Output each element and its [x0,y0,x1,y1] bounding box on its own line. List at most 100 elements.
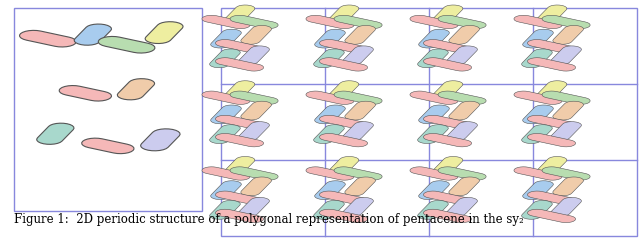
Polygon shape [523,105,554,124]
Polygon shape [36,123,74,144]
Polygon shape [514,91,562,104]
Polygon shape [522,125,552,144]
Polygon shape [315,181,346,200]
Polygon shape [343,198,373,216]
Polygon shape [418,49,448,68]
Polygon shape [447,122,477,140]
Bar [221,8,637,236]
Polygon shape [523,181,554,200]
Polygon shape [527,191,575,204]
Polygon shape [230,15,278,29]
Polygon shape [424,134,472,147]
Bar [14,8,202,211]
Polygon shape [438,167,486,180]
Polygon shape [241,177,271,196]
Polygon shape [424,40,472,53]
Polygon shape [447,198,477,216]
Polygon shape [418,125,448,144]
Polygon shape [551,198,581,216]
Polygon shape [319,115,367,129]
Polygon shape [319,58,367,71]
Polygon shape [542,167,590,180]
Polygon shape [410,91,458,104]
Polygon shape [432,157,463,175]
Polygon shape [99,36,155,53]
Polygon shape [419,105,449,124]
Polygon shape [202,91,250,104]
Polygon shape [314,200,344,219]
Polygon shape [314,49,344,68]
Polygon shape [224,157,255,175]
Polygon shape [211,181,241,200]
Polygon shape [536,5,567,24]
Polygon shape [523,29,554,48]
Polygon shape [202,167,250,180]
Polygon shape [306,15,354,29]
Polygon shape [527,40,575,53]
Polygon shape [345,177,376,196]
Polygon shape [319,209,367,223]
Polygon shape [345,25,376,44]
Polygon shape [449,101,479,120]
Polygon shape [551,46,581,65]
Polygon shape [60,85,111,101]
Polygon shape [424,115,472,129]
Polygon shape [216,58,264,71]
Polygon shape [210,125,240,144]
Polygon shape [527,134,575,147]
Polygon shape [210,49,240,68]
Polygon shape [145,22,183,44]
Polygon shape [239,46,269,65]
Polygon shape [343,122,373,140]
Polygon shape [319,40,367,53]
Polygon shape [224,5,255,24]
Polygon shape [438,15,486,29]
Polygon shape [438,91,486,104]
Polygon shape [328,81,359,99]
Polygon shape [424,209,472,223]
Polygon shape [230,167,278,180]
Polygon shape [216,134,264,147]
Polygon shape [449,25,479,44]
Polygon shape [345,101,376,120]
Polygon shape [241,25,271,44]
Polygon shape [141,129,180,151]
Polygon shape [319,134,367,147]
Polygon shape [536,81,567,99]
Polygon shape [527,115,575,129]
Polygon shape [514,15,562,29]
Polygon shape [449,177,479,196]
Polygon shape [328,157,359,175]
Polygon shape [522,200,552,219]
Polygon shape [319,191,367,204]
Polygon shape [224,81,255,99]
Polygon shape [527,209,575,223]
Polygon shape [551,122,581,140]
Polygon shape [230,91,278,104]
Polygon shape [542,91,590,104]
Polygon shape [239,122,269,140]
Polygon shape [536,157,567,175]
Polygon shape [314,125,344,144]
Polygon shape [20,30,76,47]
Polygon shape [117,79,155,100]
Polygon shape [334,15,382,29]
Polygon shape [306,167,354,180]
Polygon shape [553,177,584,196]
Polygon shape [216,115,264,129]
Polygon shape [334,91,382,104]
Polygon shape [514,167,562,180]
Polygon shape [418,200,448,219]
Polygon shape [527,58,575,71]
Polygon shape [328,5,359,24]
Polygon shape [553,25,584,44]
Polygon shape [210,200,240,219]
Polygon shape [211,29,241,48]
Polygon shape [542,15,590,29]
Polygon shape [241,101,271,120]
Polygon shape [239,198,269,216]
Polygon shape [447,46,477,65]
Polygon shape [522,49,552,68]
Text: Figure 1:  2D periodic structure of a polygonal representation of pentacene in t: Figure 1: 2D periodic structure of a pol… [14,213,524,226]
Polygon shape [74,24,111,45]
